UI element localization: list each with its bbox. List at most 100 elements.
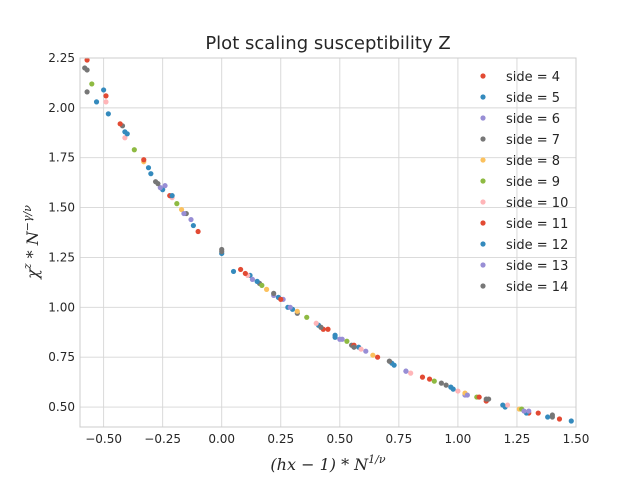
data-point [190, 222, 196, 229]
series-points [93, 99, 551, 420]
axes-frame [79, 57, 577, 428]
legend-label: side = 4 [506, 70, 560, 85]
y-axis-label-mid: * N [23, 230, 42, 263]
data-point [294, 308, 300, 314]
data-point [464, 392, 470, 398]
data-point [271, 290, 277, 296]
legend-item: side = 9 [480, 175, 560, 190]
legend-label: side = 10 [506, 196, 568, 211]
legend-marker [480, 199, 486, 205]
data-point [419, 374, 426, 380]
legend-label: side = 11 [506, 217, 568, 232]
data-point [287, 304, 293, 310]
legend-item: side = 13 [480, 259, 568, 274]
chart-title: Plot scaling susceptibility Z [205, 33, 450, 54]
legend-label: side = 13 [506, 259, 568, 274]
axes-background [80, 58, 576, 427]
x-tick-label: 1.50 [563, 432, 590, 446]
data-point [141, 157, 147, 163]
data-point [443, 382, 449, 388]
legend-item: side = 10 [480, 196, 568, 211]
x-tick-label: 1.25 [504, 432, 531, 446]
data-point [313, 320, 319, 326]
legend-marker [480, 178, 486, 184]
data-point [82, 65, 88, 71]
data-point [124, 131, 130, 137]
x-axis-label-superscript: 1/ν [368, 453, 386, 466]
legend-label: side = 9 [506, 175, 560, 190]
legend-marker [480, 115, 486, 121]
legend-item: side = 4 [480, 70, 560, 85]
data-point [438, 380, 444, 386]
x-axis-label-main: (hx − 1) * N [270, 455, 369, 474]
legend-label: side = 6 [506, 112, 560, 127]
y-axis-label-main: χ [23, 268, 42, 280]
data-point [332, 334, 338, 340]
data-point [195, 228, 201, 235]
data-point [174, 201, 180, 207]
y-tick-label: 2.25 [48, 51, 75, 65]
data-point [363, 348, 369, 354]
legend-item: side = 8 [480, 154, 560, 169]
y-axis-label: χz * N−γ/ν [21, 205, 42, 280]
data-point [131, 147, 137, 153]
data-point [84, 57, 90, 63]
legend-label: side = 12 [506, 238, 568, 253]
data-point [105, 111, 111, 117]
data-point [242, 270, 248, 277]
data-points [82, 57, 574, 424]
legend-marker [480, 94, 486, 100]
data-point [103, 99, 109, 105]
x-tick-label: 0.50 [326, 432, 353, 446]
data-point [556, 416, 563, 422]
legend-label: side = 5 [506, 91, 560, 106]
legend-item: side = 11 [480, 217, 568, 232]
y-tick-label: 1.00 [48, 300, 75, 314]
plot-area [79, 57, 577, 428]
data-point [178, 206, 185, 213]
x-tick-label: −0.50 [85, 432, 122, 446]
data-point [325, 326, 331, 332]
data-point [339, 336, 345, 342]
data-point [254, 278, 260, 284]
x-tick-label: 1.00 [445, 432, 472, 446]
x-tick-label: −0.25 [144, 432, 181, 446]
data-point [230, 268, 237, 275]
data-point [504, 402, 511, 408]
data-point [476, 394, 482, 400]
data-point [344, 338, 350, 344]
data-point [391, 362, 397, 368]
y-tick-label: 0.50 [48, 400, 75, 414]
data-point [450, 386, 456, 392]
data-point [526, 408, 532, 414]
data-point [351, 344, 357, 350]
y-tick-labels: 0.50 0.75 1.00 1.25 1.50 1.75 2.00 2.25 [48, 51, 75, 414]
y-tick-label: 1.75 [48, 151, 75, 165]
data-point [122, 135, 128, 141]
data-point [117, 121, 123, 127]
data-point [181, 210, 187, 217]
data-point [568, 418, 574, 424]
y-axis-label-sup1: z [21, 263, 34, 270]
y-tick-label: 2.00 [48, 101, 75, 115]
data-point [84, 89, 90, 95]
data-point [521, 408, 527, 414]
data-point [304, 314, 310, 320]
data-point [169, 193, 175, 199]
y-tick-label: 0.75 [48, 350, 75, 364]
data-point [219, 248, 225, 255]
data-point [358, 346, 364, 352]
legend-marker [480, 262, 486, 268]
legend-label: side = 7 [506, 133, 560, 148]
data-point [535, 410, 541, 416]
data-point [386, 358, 393, 364]
x-tick-label: 0.00 [208, 432, 235, 446]
legend: side = 4 side = 5 side = 6 side = 7 side = 8… [480, 70, 568, 295]
x-axis-label: (hx − 1) * N1/ν [270, 453, 385, 474]
data-point [249, 276, 256, 282]
data-point [486, 396, 492, 402]
series-points [82, 65, 555, 418]
data-point [259, 282, 265, 288]
y-tick-label: 1.50 [48, 201, 75, 215]
